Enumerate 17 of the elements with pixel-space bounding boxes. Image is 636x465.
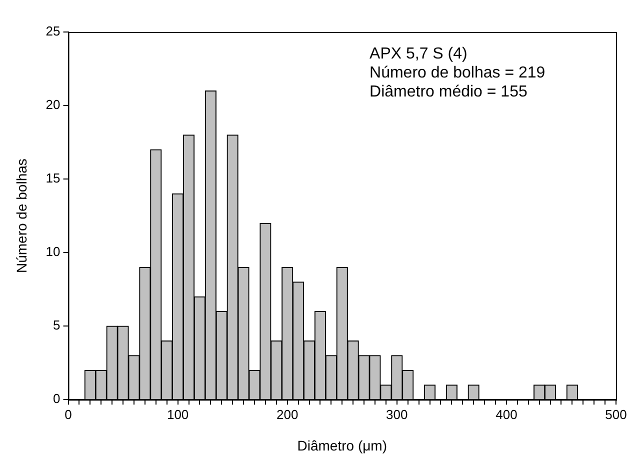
y-tick-label: 15 bbox=[46, 170, 60, 186]
y-tick-label: 5 bbox=[53, 318, 60, 333]
y-tick-label: 10 bbox=[46, 244, 60, 260]
x-axis-title: Diâmetro (μm) bbox=[297, 437, 388, 454]
y-tick-label: 25 bbox=[46, 24, 60, 39]
y-tick-label: 0 bbox=[53, 391, 60, 406]
x-tick-label: 400 bbox=[496, 406, 518, 422]
x-tick-label: 300 bbox=[386, 406, 408, 422]
y-axis-title: Número de bolhas bbox=[13, 158, 30, 274]
x-tick-label: 0 bbox=[64, 406, 72, 422]
y-tick-label: 20 bbox=[46, 97, 60, 112]
x-tick-label: 500 bbox=[605, 406, 627, 422]
annotation: Número de bolhas = 219 bbox=[370, 64, 546, 82]
x-tick-label: 200 bbox=[276, 406, 298, 422]
annotation: APX 5,7 S (4) bbox=[370, 45, 468, 62]
annotation: Diâmetro médio = 155 bbox=[370, 83, 528, 100]
x-tick-label: 100 bbox=[166, 406, 189, 422]
